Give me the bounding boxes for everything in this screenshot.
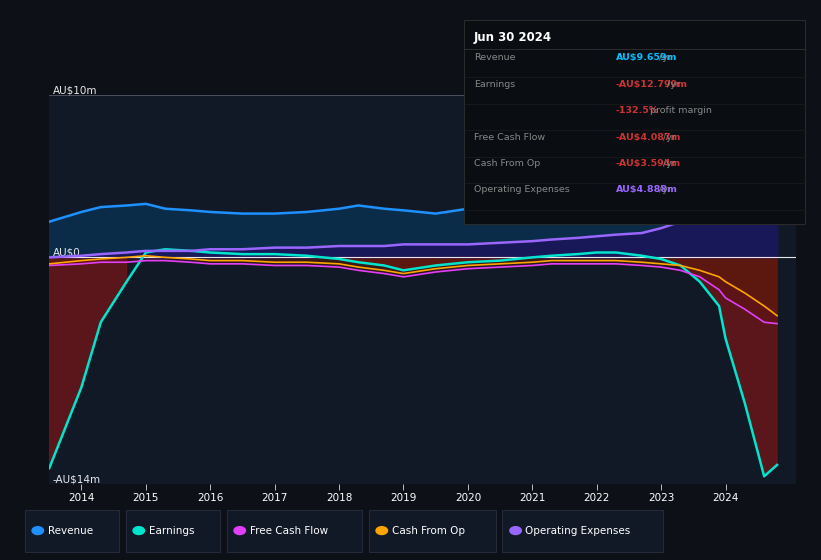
Text: -AU$4.087m: -AU$4.087m [616, 133, 681, 142]
Text: Cash From Op: Cash From Op [474, 159, 540, 168]
Text: /yr: /yr [660, 159, 676, 168]
Text: Revenue: Revenue [474, 53, 516, 62]
Text: Operating Expenses: Operating Expenses [525, 526, 631, 535]
Text: Revenue: Revenue [48, 526, 93, 535]
Text: Free Cash Flow: Free Cash Flow [474, 133, 545, 142]
Text: -AU$3.594m: -AU$3.594m [616, 159, 681, 168]
Text: AU$4.888m: AU$4.888m [616, 185, 677, 194]
Text: /yr: /yr [660, 133, 676, 142]
Text: -AU$12.799m: -AU$12.799m [616, 80, 688, 88]
Text: AU$0: AU$0 [53, 248, 80, 258]
Text: Cash From Op: Cash From Op [392, 526, 465, 535]
Text: Earnings: Earnings [149, 526, 194, 535]
Text: Operating Expenses: Operating Expenses [474, 185, 570, 194]
Text: Jun 30 2024: Jun 30 2024 [474, 31, 552, 44]
Text: -AU$14m: -AU$14m [53, 474, 101, 484]
Text: /yr: /yr [656, 185, 672, 194]
Text: Free Cash Flow: Free Cash Flow [250, 526, 328, 535]
Text: Earnings: Earnings [474, 80, 515, 88]
Text: /yr: /yr [656, 53, 672, 62]
Text: /yr: /yr [664, 80, 681, 88]
Text: -132.5%: -132.5% [616, 106, 659, 115]
Text: profit margin: profit margin [647, 106, 712, 115]
Text: AU$10m: AU$10m [53, 85, 98, 95]
Text: AU$9.659m: AU$9.659m [616, 53, 677, 62]
